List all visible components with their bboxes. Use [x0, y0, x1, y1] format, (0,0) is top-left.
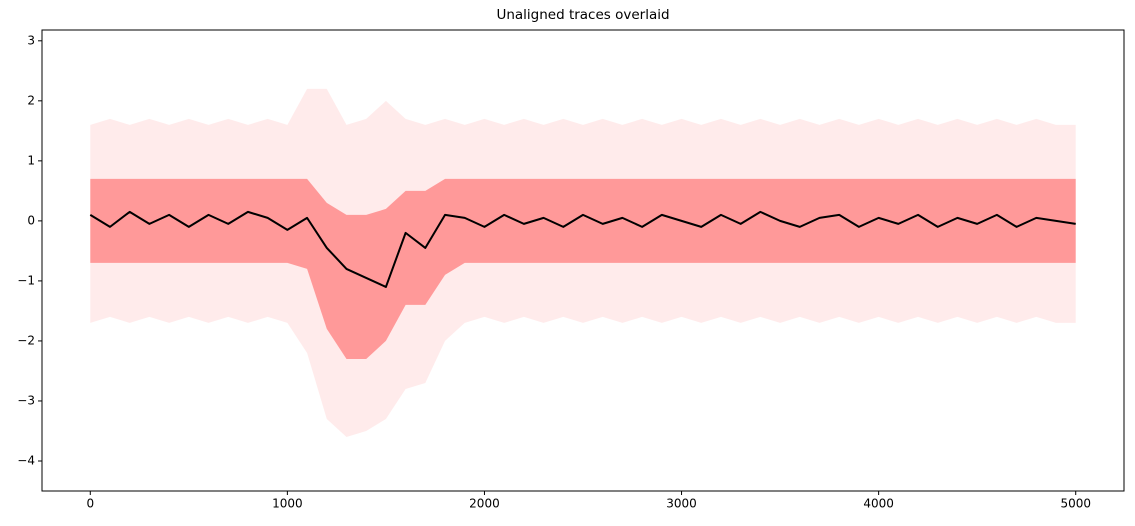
y-tick-label: −1 — [17, 273, 35, 287]
x-tick-label: 4000 — [863, 497, 894, 511]
y-tick-label: 3 — [27, 33, 35, 47]
y-tick-label: 2 — [27, 93, 35, 107]
spread-band — [90, 88, 1076, 437]
x-tick-label: 0 — [86, 497, 94, 511]
x-tick-label: 3000 — [666, 497, 697, 511]
chart-title: Unaligned traces overlaid — [496, 7, 669, 23]
y-tick-label: −2 — [17, 333, 35, 347]
y-tick-label: −3 — [17, 393, 35, 407]
y-tick-label: 0 — [27, 213, 35, 227]
y-tick-label: −4 — [17, 453, 35, 467]
x-tick-label: 2000 — [469, 497, 500, 511]
x-tick-label: 5000 — [1060, 497, 1091, 511]
x-tick-label: 1000 — [272, 497, 303, 511]
mean-line — [89, 210, 1076, 288]
y-tick-label: 1 — [27, 153, 35, 167]
spread-band — [90, 178, 1076, 359]
plot-frame — [41, 29, 1125, 492]
